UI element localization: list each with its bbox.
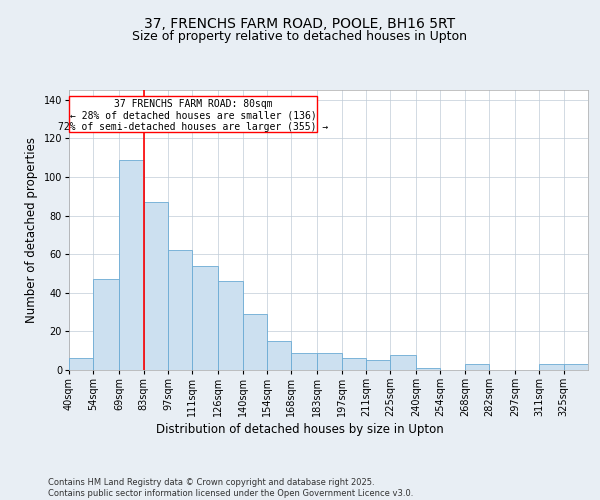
Bar <box>192 266 218 370</box>
Bar <box>218 281 242 370</box>
Text: Distribution of detached houses by size in Upton: Distribution of detached houses by size … <box>156 422 444 436</box>
Bar <box>291 352 317 370</box>
Bar <box>94 279 119 370</box>
Text: Size of property relative to detached houses in Upton: Size of property relative to detached ho… <box>133 30 467 43</box>
Bar <box>416 368 440 370</box>
Text: 72% of semi-detached houses are larger (355) →: 72% of semi-detached houses are larger (… <box>58 122 328 132</box>
Bar <box>366 360 390 370</box>
Y-axis label: Number of detached properties: Number of detached properties <box>25 137 38 323</box>
Bar <box>69 358 94 370</box>
Bar <box>119 160 143 370</box>
Bar <box>390 354 416 370</box>
Text: 37 FRENCHS FARM ROAD: 80sqm: 37 FRENCHS FARM ROAD: 80sqm <box>114 98 272 108</box>
Bar <box>539 364 563 370</box>
Bar <box>563 364 588 370</box>
Bar <box>69 96 317 132</box>
Text: ← 28% of detached houses are smaller (136): ← 28% of detached houses are smaller (13… <box>70 110 316 120</box>
Bar <box>341 358 366 370</box>
Bar <box>143 202 168 370</box>
Text: Contains HM Land Registry data © Crown copyright and database right 2025.
Contai: Contains HM Land Registry data © Crown c… <box>48 478 413 498</box>
Bar <box>465 364 489 370</box>
Bar <box>168 250 192 370</box>
Text: 37, FRENCHS FARM ROAD, POOLE, BH16 5RT: 37, FRENCHS FARM ROAD, POOLE, BH16 5RT <box>145 18 455 32</box>
Bar <box>242 314 267 370</box>
Bar <box>317 352 341 370</box>
Bar <box>267 341 291 370</box>
